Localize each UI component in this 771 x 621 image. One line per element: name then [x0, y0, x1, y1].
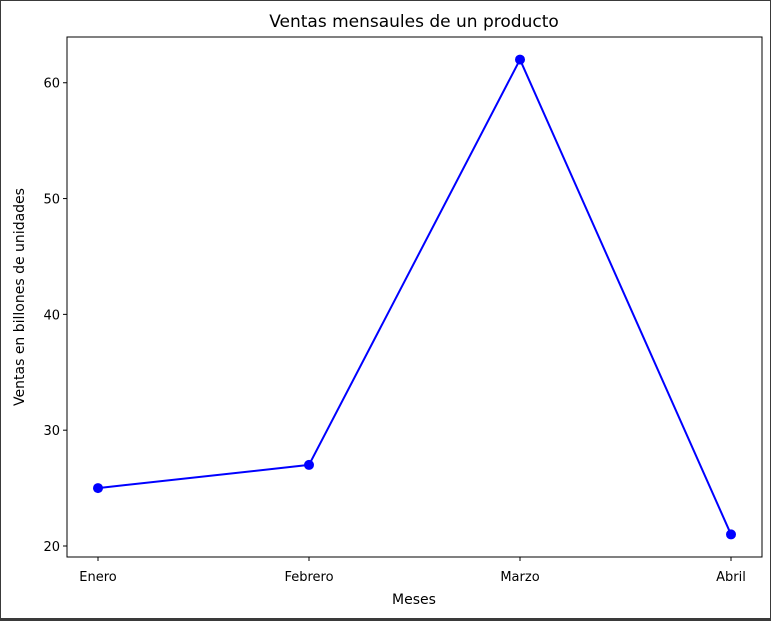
data-point [93, 483, 103, 494]
y-tick-label: 40 [43, 308, 60, 323]
data-point [304, 459, 314, 470]
y-tick-label: 50 [43, 193, 60, 208]
y-axis-ticks: 20 30 40 50 60 [43, 77, 67, 555]
x-tick-label: Abril [716, 570, 746, 585]
data-point [515, 54, 525, 65]
x-tick-label: Febrero [284, 570, 333, 585]
series-line [97, 58, 732, 535]
y-axis-label: Ventas en billones de unidades [12, 188, 28, 406]
plot-area [66, 36, 763, 558]
x-axis-label: Meses [392, 592, 436, 608]
chart-title: Ventas mensaules de un producto [269, 12, 559, 32]
x-tick-label: Enero [79, 570, 117, 585]
x-tick-label: Marzo [500, 570, 539, 585]
plot-border [66, 36, 763, 558]
data-point [726, 529, 736, 540]
y-tick-label: 30 [43, 424, 60, 439]
y-tick-label: 60 [43, 77, 60, 92]
series-group [93, 54, 736, 540]
y-tick-label: 20 [43, 540, 60, 555]
x-axis-ticks: Enero Febrero Marzo Abril [79, 557, 746, 585]
